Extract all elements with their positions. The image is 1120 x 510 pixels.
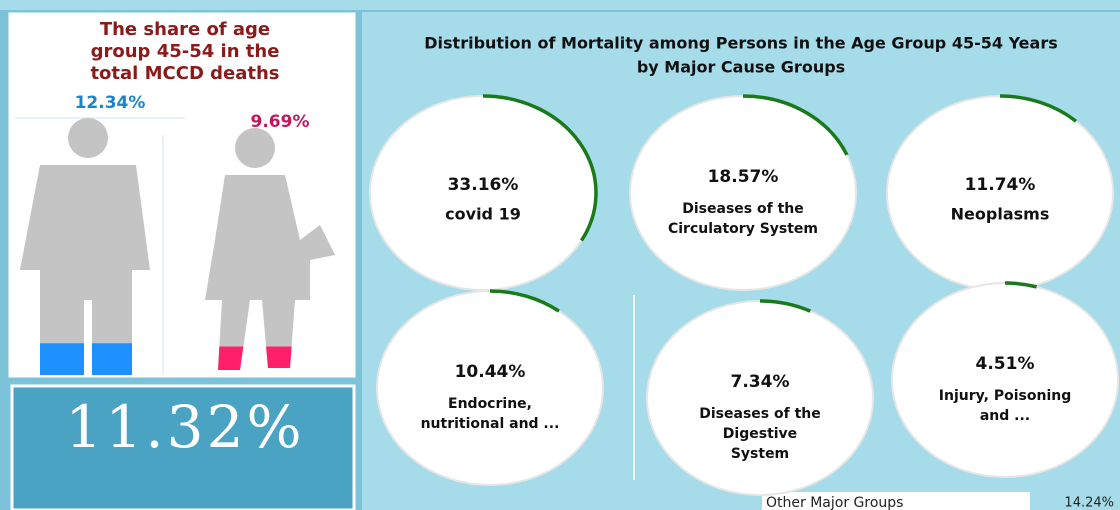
other-name: Other Major Groups <box>766 495 903 510</box>
gauge-face <box>891 282 1119 478</box>
gauge-name: Digestive <box>723 426 797 442</box>
share-title: total MCCD deaths <box>90 63 279 84</box>
gauge-name: Circulatory System <box>668 221 818 237</box>
gauge-arc <box>482 94 598 242</box>
gauge-value: 18.57% <box>708 167 779 187</box>
gauge-name: System <box>731 446 789 462</box>
other-value: 14.24% <box>1064 496 1114 510</box>
gauge-value: 4.51% <box>976 354 1035 374</box>
share-title: group 45-54 in the <box>91 41 280 62</box>
other-row <box>762 492 1030 510</box>
gauge-arc <box>489 289 560 313</box>
gauge-arc <box>1004 281 1038 289</box>
total-value: 11.32% <box>65 393 304 461</box>
gauge-face <box>376 290 604 486</box>
male-share: 12.34% <box>75 93 146 113</box>
gauge-name: Diseases of the <box>682 201 803 217</box>
gauge-name: and ... <box>980 408 1030 424</box>
gauge-value: 33.16% <box>448 175 519 195</box>
gauge-arc <box>759 299 811 313</box>
gauge-name: Injury, Poisoning <box>939 388 1071 404</box>
share-title: The share of age <box>100 19 270 40</box>
gauge-name: Neoplasms <box>951 205 1050 224</box>
gauge-arc <box>999 94 1078 123</box>
gauge-name: Endocrine, <box>448 396 532 412</box>
female-share: 9.69% <box>251 112 310 132</box>
gauge-value: 10.44% <box>455 362 526 382</box>
distribution-title: Distribution of Mortality among Persons … <box>424 34 1058 53</box>
total-box <box>10 384 356 510</box>
gauge-name: Diseases of the <box>699 406 820 422</box>
gauge-value: 7.34% <box>731 372 790 392</box>
gauge-name: nutritional and ... <box>421 416 560 432</box>
gauge-arc <box>742 94 849 156</box>
gauge-name: covid 19 <box>445 205 521 224</box>
top-band <box>0 0 1120 10</box>
distribution-title: by Major Cause Groups <box>637 58 845 77</box>
gauge-face <box>646 300 874 496</box>
gauge-value: 11.74% <box>965 175 1036 195</box>
